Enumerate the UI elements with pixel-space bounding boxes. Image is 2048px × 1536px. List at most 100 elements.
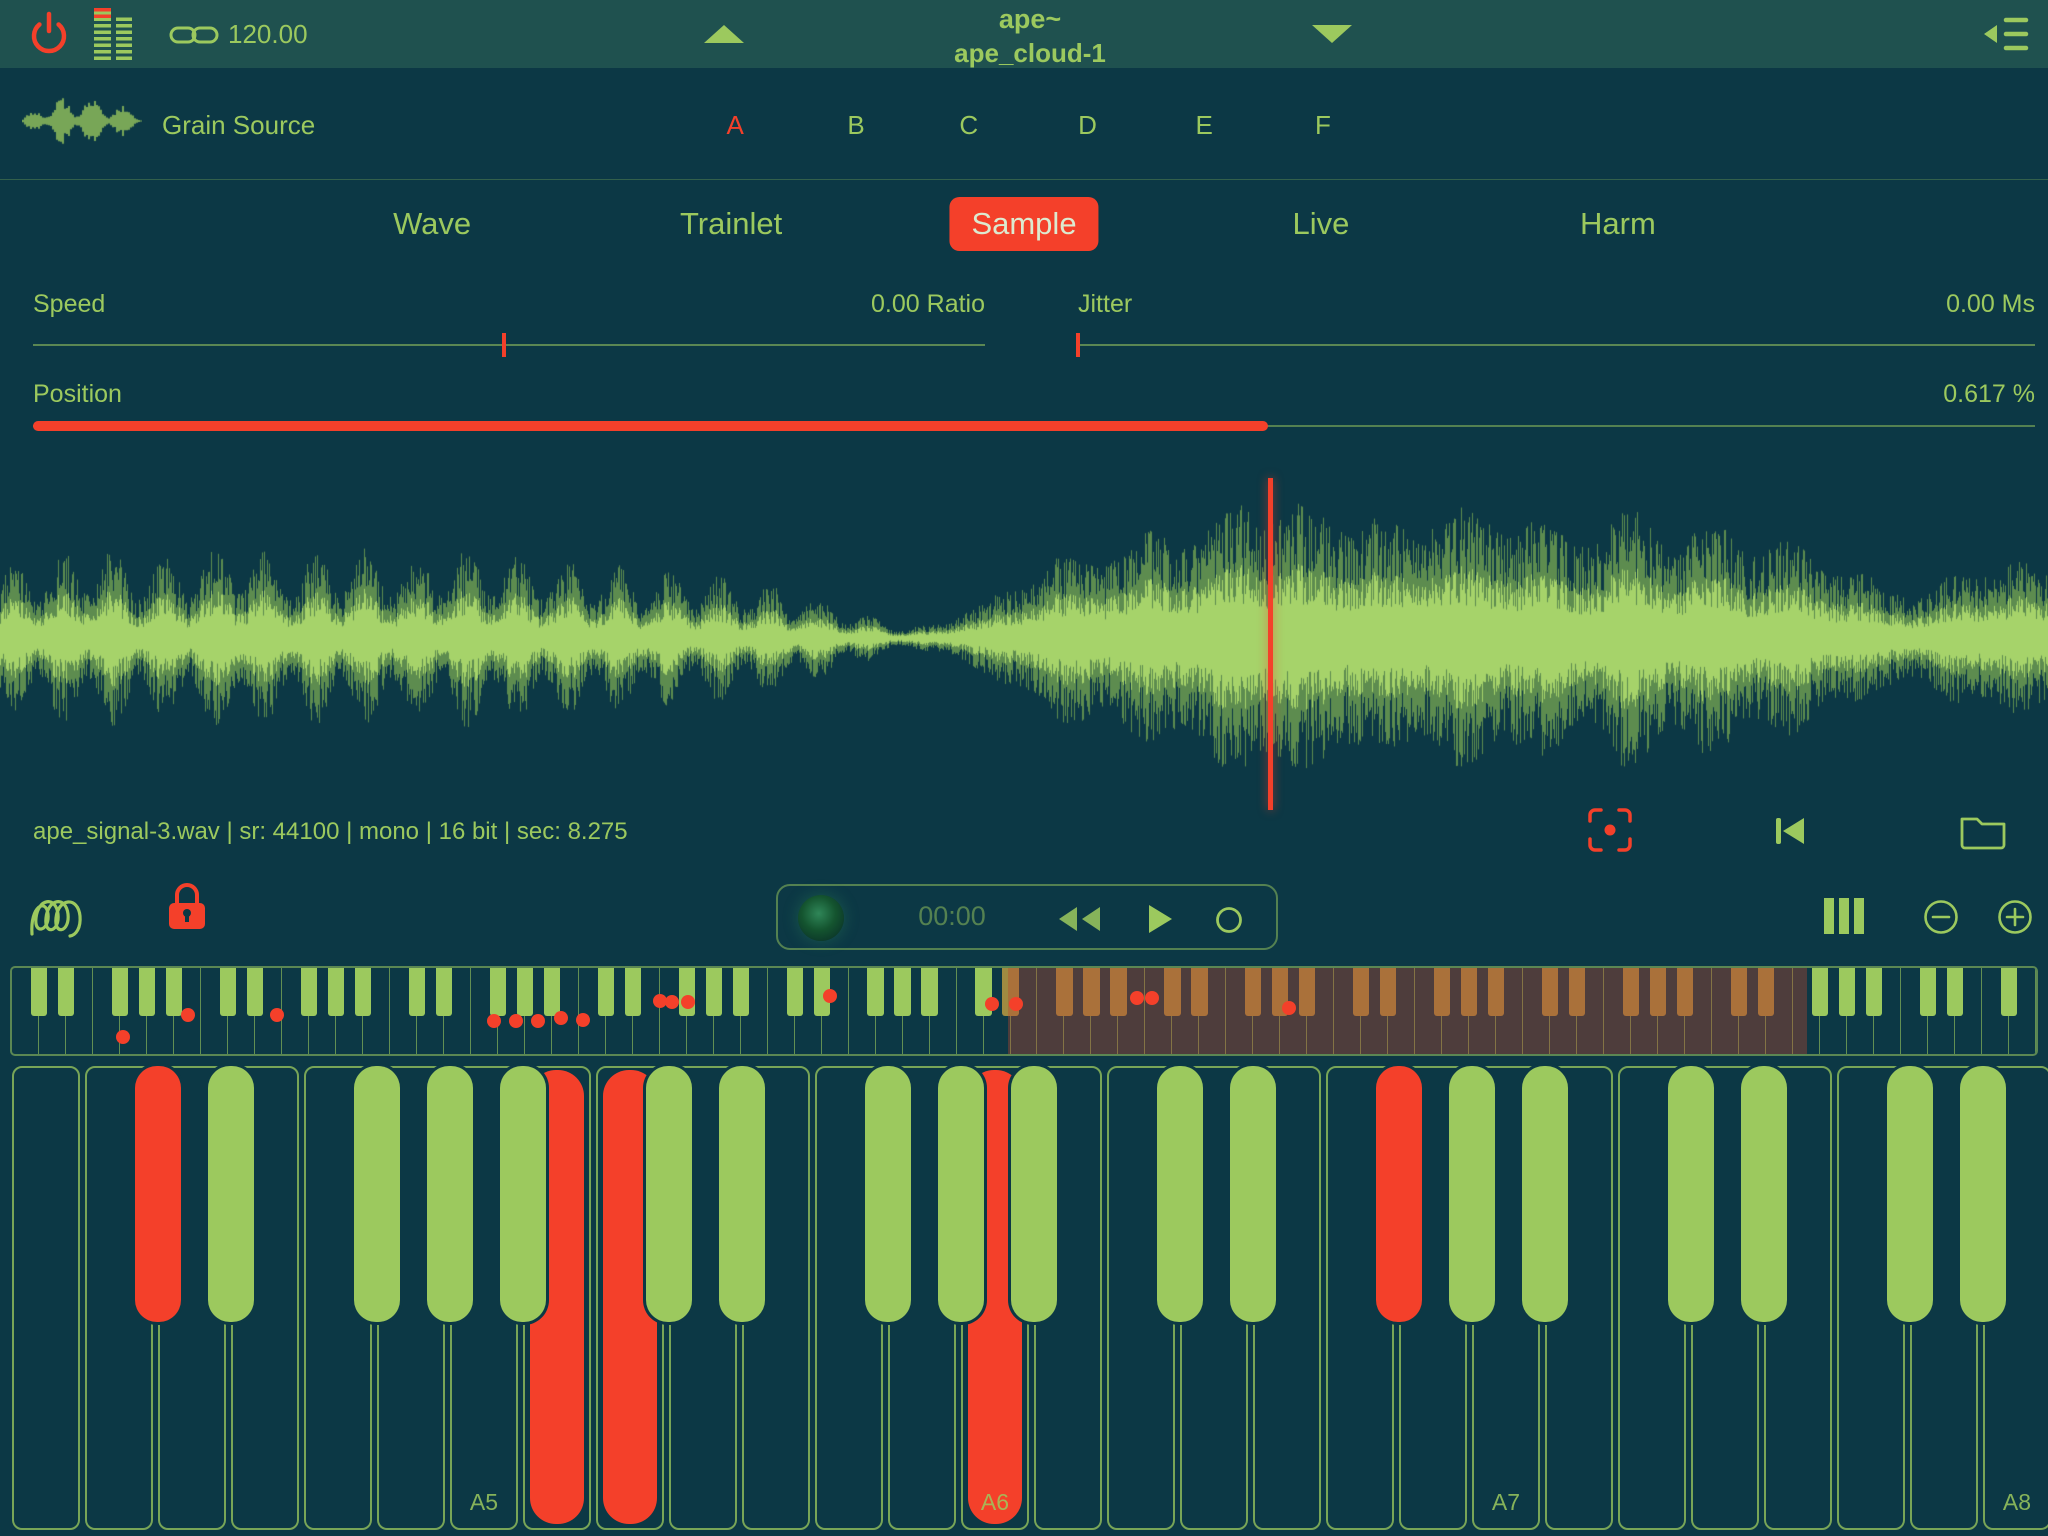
level-meter-right: [115, 17, 132, 60]
mini-key-black: [1838, 968, 1856, 1017]
preset-title[interactable]: ape~ ape_cloud-1: [880, 4, 1180, 67]
mini-key-black: [1946, 968, 1964, 1017]
note-event-dot: [664, 995, 679, 1010]
key-fs7[interactable]: [1376, 1066, 1422, 1322]
rewind-icon[interactable]: [1056, 905, 1104, 933]
bank-a[interactable]: A: [726, 110, 744, 140]
zoom-out-icon[interactable]: [1922, 898, 1960, 936]
key-cs5[interactable]: [135, 1066, 181, 1322]
key-cs8[interactable]: [1668, 1066, 1714, 1322]
transport-bar: 00:00: [776, 884, 1278, 950]
skip-to-start-icon[interactable]: [1772, 814, 1808, 848]
focus-selection-icon[interactable]: [1586, 806, 1634, 854]
key-gs8[interactable]: [1960, 1066, 2006, 1322]
mini-key-white: [1307, 968, 1335, 1054]
mini-key-black: [1542, 968, 1559, 1017]
key-fs8[interactable]: [1887, 1066, 1933, 1322]
mini-key-white: [1388, 968, 1416, 1054]
bank-e[interactable]: E: [1195, 110, 1213, 140]
mini-key-white: [2009, 968, 2036, 1054]
power-icon[interactable]: [26, 11, 72, 57]
mini-key-black: [138, 968, 156, 1017]
position-slider[interactable]: [33, 418, 2035, 434]
key-b4[interactable]: [12, 1066, 80, 1530]
note-event-dot: [270, 1008, 285, 1023]
bank-f[interactable]: F: [1315, 110, 1331, 140]
key-cs6[interactable]: [646, 1066, 692, 1322]
key-label: A6: [980, 1489, 1010, 1515]
mini-key-white: [363, 968, 390, 1054]
link-tempo-icon[interactable]: [168, 20, 220, 50]
speed-slider-handle[interactable]: [502, 333, 507, 357]
key-gs6[interactable]: [938, 1066, 984, 1322]
position-slider-fill: [33, 421, 1269, 431]
key-as7[interactable]: [1522, 1066, 1568, 1322]
mini-key-white: [1011, 968, 1038, 1054]
tempo-value[interactable]: 120.00: [228, 19, 308, 49]
note-event-dot: [1282, 1001, 1297, 1016]
key-ds5[interactable]: [208, 1066, 254, 1322]
key-fs5[interactable]: [354, 1066, 400, 1322]
bank-b[interactable]: B: [847, 110, 865, 140]
tab-wave[interactable]: Wave: [393, 206, 472, 241]
columns-view-icon[interactable]: [1822, 896, 1866, 936]
play-icon[interactable]: [1146, 903, 1174, 935]
open-file-icon[interactable]: [1958, 810, 2008, 852]
playhead-cursor: [1267, 478, 1273, 810]
keyboard-overview[interactable]: [10, 966, 2038, 1056]
keyboard: A5 A6 A7 A8: [0, 1062, 2048, 1536]
grain-source-label: Grain Source: [162, 110, 316, 140]
key-gs5[interactable]: [427, 1066, 473, 1322]
key-as5[interactable]: [500, 1066, 546, 1322]
source-tabs: Wave Trainlet Sample Live Harm: [0, 180, 2048, 268]
side-panel-icon[interactable]: [1982, 13, 2030, 55]
mini-key-black: [1865, 968, 1883, 1017]
lock-icon[interactable]: [164, 876, 210, 934]
mini-key-black: [1164, 968, 1181, 1017]
key-ds7[interactable]: [1230, 1066, 1276, 1322]
jitter-slider[interactable]: [1076, 333, 2035, 357]
note-event-dot: [553, 1010, 568, 1025]
bank-c[interactable]: C: [959, 110, 979, 140]
mini-key-black: [1569, 968, 1586, 1017]
note-event-dot: [984, 997, 999, 1012]
tab-trainlet[interactable]: Trainlet: [680, 206, 783, 241]
zoom-in-icon[interactable]: [1996, 898, 2034, 936]
tab-live[interactable]: Live: [1292, 206, 1350, 241]
speed-slider[interactable]: [33, 333, 985, 357]
bank-d[interactable]: D: [1078, 110, 1097, 140]
mini-key-white: [633, 968, 660, 1054]
preset-previous-icon[interactable]: [704, 25, 744, 43]
note-event-dot: [652, 993, 667, 1008]
key-ds6[interactable]: [719, 1066, 765, 1322]
key-cs7[interactable]: [1157, 1066, 1203, 1322]
mini-key-black: [516, 968, 533, 1017]
mini-key-black: [921, 968, 938, 1017]
mini-key-black: [705, 968, 722, 1017]
jitter-slider-handle[interactable]: [1076, 333, 1080, 357]
mini-key-white: [552, 968, 579, 1054]
tab-sample[interactable]: Sample: [949, 197, 1099, 251]
mini-key-black: [246, 968, 263, 1017]
sample-waveform[interactable]: [0, 470, 2048, 806]
coil-icon[interactable]: [26, 880, 96, 944]
level-meter: [94, 8, 132, 60]
mini-key-black: [327, 968, 344, 1017]
tab-harm[interactable]: Harm: [1580, 206, 1656, 241]
mini-key-black: [1380, 968, 1397, 1017]
keyboard-range-selection[interactable]: [1007, 968, 1808, 1054]
mini-key-white: [444, 968, 471, 1054]
key-as6[interactable]: [1011, 1066, 1057, 1322]
preset-next-icon[interactable]: [1312, 25, 1352, 43]
mini-key-black: [1191, 968, 1208, 1017]
mini-key-black: [300, 968, 317, 1017]
mini-key-white: [174, 968, 201, 1054]
mini-key-black: [57, 968, 75, 1017]
key-fs6[interactable]: [865, 1066, 911, 1322]
record-icon[interactable]: [1214, 905, 1244, 935]
key-gs7[interactable]: [1449, 1066, 1495, 1322]
level-meter-left: [94, 8, 111, 60]
mini-key-white: [1577, 968, 1605, 1054]
mini-key-white: [1199, 968, 1227, 1054]
key-ds8[interactable]: [1741, 1066, 1787, 1322]
